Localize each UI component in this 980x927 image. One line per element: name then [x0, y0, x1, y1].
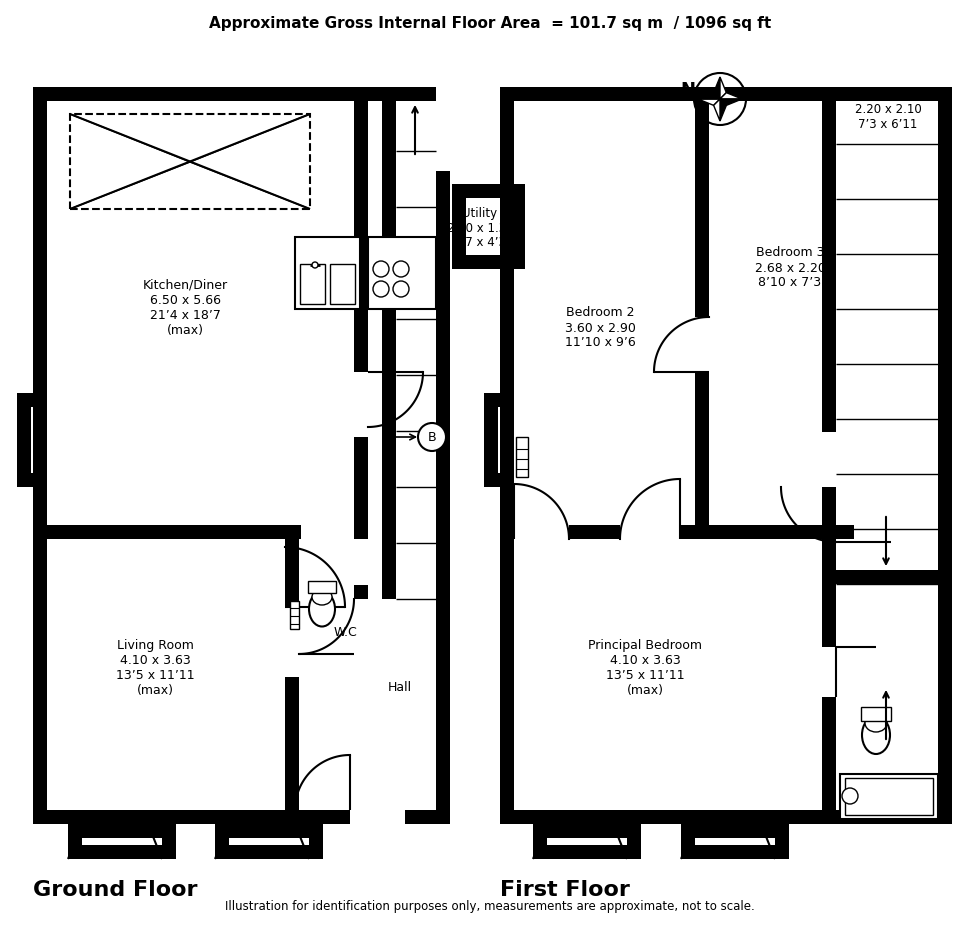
Text: Bathroom
2.20 x 2.10
7’3 x 6’11: Bathroom 2.20 x 2.10 7’3 x 6’11 — [855, 88, 921, 131]
Bar — [68, 845, 175, 859]
Bar — [70, 115, 310, 210]
Circle shape — [393, 282, 409, 298]
Circle shape — [373, 282, 389, 298]
Bar — [68, 824, 175, 838]
Bar — [68, 824, 82, 859]
Bar — [822, 433, 836, 488]
Text: Living Room
4.10 x 3.63
13’5 x 11’11
(max): Living Room 4.10 x 3.63 13’5 x 11’11 (ma… — [116, 639, 194, 696]
Text: Illustration for identification purposes only, measurements are approximate, not: Illustration for identification purposes… — [225, 899, 755, 912]
Bar — [290, 602, 299, 629]
Text: Approximate Gross Internal Floor Area  = 101.7 sq m  / 1096 sq ft: Approximate Gross Internal Floor Area = … — [209, 16, 771, 31]
Bar — [516, 438, 528, 477]
Text: Kitchen/Diner
6.50 x 5.66
21’4 x 18’7
(max): Kitchen/Diner 6.50 x 5.66 21’4 x 18’7 (m… — [142, 279, 227, 337]
Text: Principal Bedroom
4.10 x 3.63
13’5 x 11’11
(max): Principal Bedroom 4.10 x 3.63 13’5 x 11’… — [588, 639, 702, 696]
Ellipse shape — [309, 591, 335, 627]
Bar — [452, 184, 466, 270]
Bar — [845, 778, 933, 815]
Polygon shape — [713, 78, 720, 100]
Text: Bedroom 3
2.68 x 2.20
8’10 x 7’3: Bedroom 3 2.68 x 2.20 8’10 x 7’3 — [755, 247, 825, 289]
Bar — [627, 824, 641, 859]
Bar — [484, 395, 498, 488]
Bar — [354, 373, 368, 438]
Bar — [17, 395, 31, 488]
Bar — [354, 88, 368, 540]
Polygon shape — [698, 94, 720, 100]
Bar — [295, 237, 360, 310]
Text: N: N — [680, 81, 696, 99]
Bar — [215, 845, 322, 859]
Bar — [500, 88, 514, 824]
Polygon shape — [720, 100, 726, 121]
Circle shape — [393, 261, 409, 278]
Bar — [309, 824, 323, 859]
Bar — [452, 256, 525, 270]
Bar — [533, 824, 547, 859]
Bar — [299, 585, 354, 600]
Polygon shape — [720, 100, 742, 107]
Bar — [822, 647, 836, 697]
Text: Bedroom 2
3.60 x 2.90
11’10 x 9’6: Bedroom 2 3.60 x 2.90 11’10 x 9’6 — [564, 306, 635, 349]
Text: Ground Floor: Ground Floor — [33, 879, 198, 899]
Bar — [681, 845, 788, 859]
Bar — [514, 526, 854, 540]
Bar — [452, 184, 525, 198]
Text: W.C: W.C — [334, 626, 358, 639]
Bar — [285, 607, 299, 678]
Ellipse shape — [862, 717, 890, 755]
Bar — [681, 824, 695, 859]
Bar — [533, 824, 640, 838]
Bar — [775, 824, 789, 859]
Polygon shape — [720, 78, 726, 100]
Bar — [500, 810, 952, 824]
Bar — [695, 88, 709, 540]
Bar — [836, 570, 938, 584]
Polygon shape — [698, 100, 720, 107]
Bar — [330, 265, 355, 305]
Bar — [17, 394, 47, 408]
Ellipse shape — [865, 714, 887, 732]
Bar — [33, 88, 47, 824]
Bar — [484, 394, 514, 408]
Bar — [514, 526, 569, 540]
Bar — [822, 88, 836, 824]
Circle shape — [312, 262, 318, 269]
Bar — [938, 88, 952, 824]
Bar — [840, 774, 938, 819]
Bar — [533, 845, 640, 859]
Bar — [33, 810, 450, 824]
Text: Hall: Hall — [388, 680, 412, 693]
Bar — [17, 474, 47, 488]
Bar — [215, 824, 229, 859]
Bar — [382, 88, 396, 600]
Text: B: B — [427, 431, 436, 444]
Bar — [33, 88, 450, 102]
Circle shape — [373, 261, 389, 278]
Ellipse shape — [312, 590, 332, 605]
Bar — [368, 237, 436, 310]
Polygon shape — [720, 94, 742, 100]
Bar — [285, 585, 368, 600]
Bar — [511, 184, 525, 270]
Bar — [300, 265, 325, 305]
Bar — [162, 824, 176, 859]
Bar — [620, 526, 680, 540]
Text: Utility
2.00 x 1.30
6’7 x 4’3: Utility 2.00 x 1.30 6’7 x 4’3 — [447, 207, 514, 249]
Bar — [681, 824, 788, 838]
Bar — [350, 810, 405, 824]
Circle shape — [842, 788, 858, 804]
Polygon shape — [713, 100, 720, 121]
Bar — [285, 526, 299, 824]
Bar — [436, 88, 450, 824]
Bar — [484, 474, 514, 488]
Circle shape — [418, 424, 446, 451]
Bar — [861, 707, 891, 721]
Text: First Floor: First Floor — [500, 879, 630, 899]
Bar — [500, 88, 952, 102]
Bar — [436, 88, 450, 171]
Bar — [695, 318, 709, 373]
Bar — [215, 824, 322, 838]
Bar — [33, 526, 301, 540]
Bar — [308, 581, 336, 593]
